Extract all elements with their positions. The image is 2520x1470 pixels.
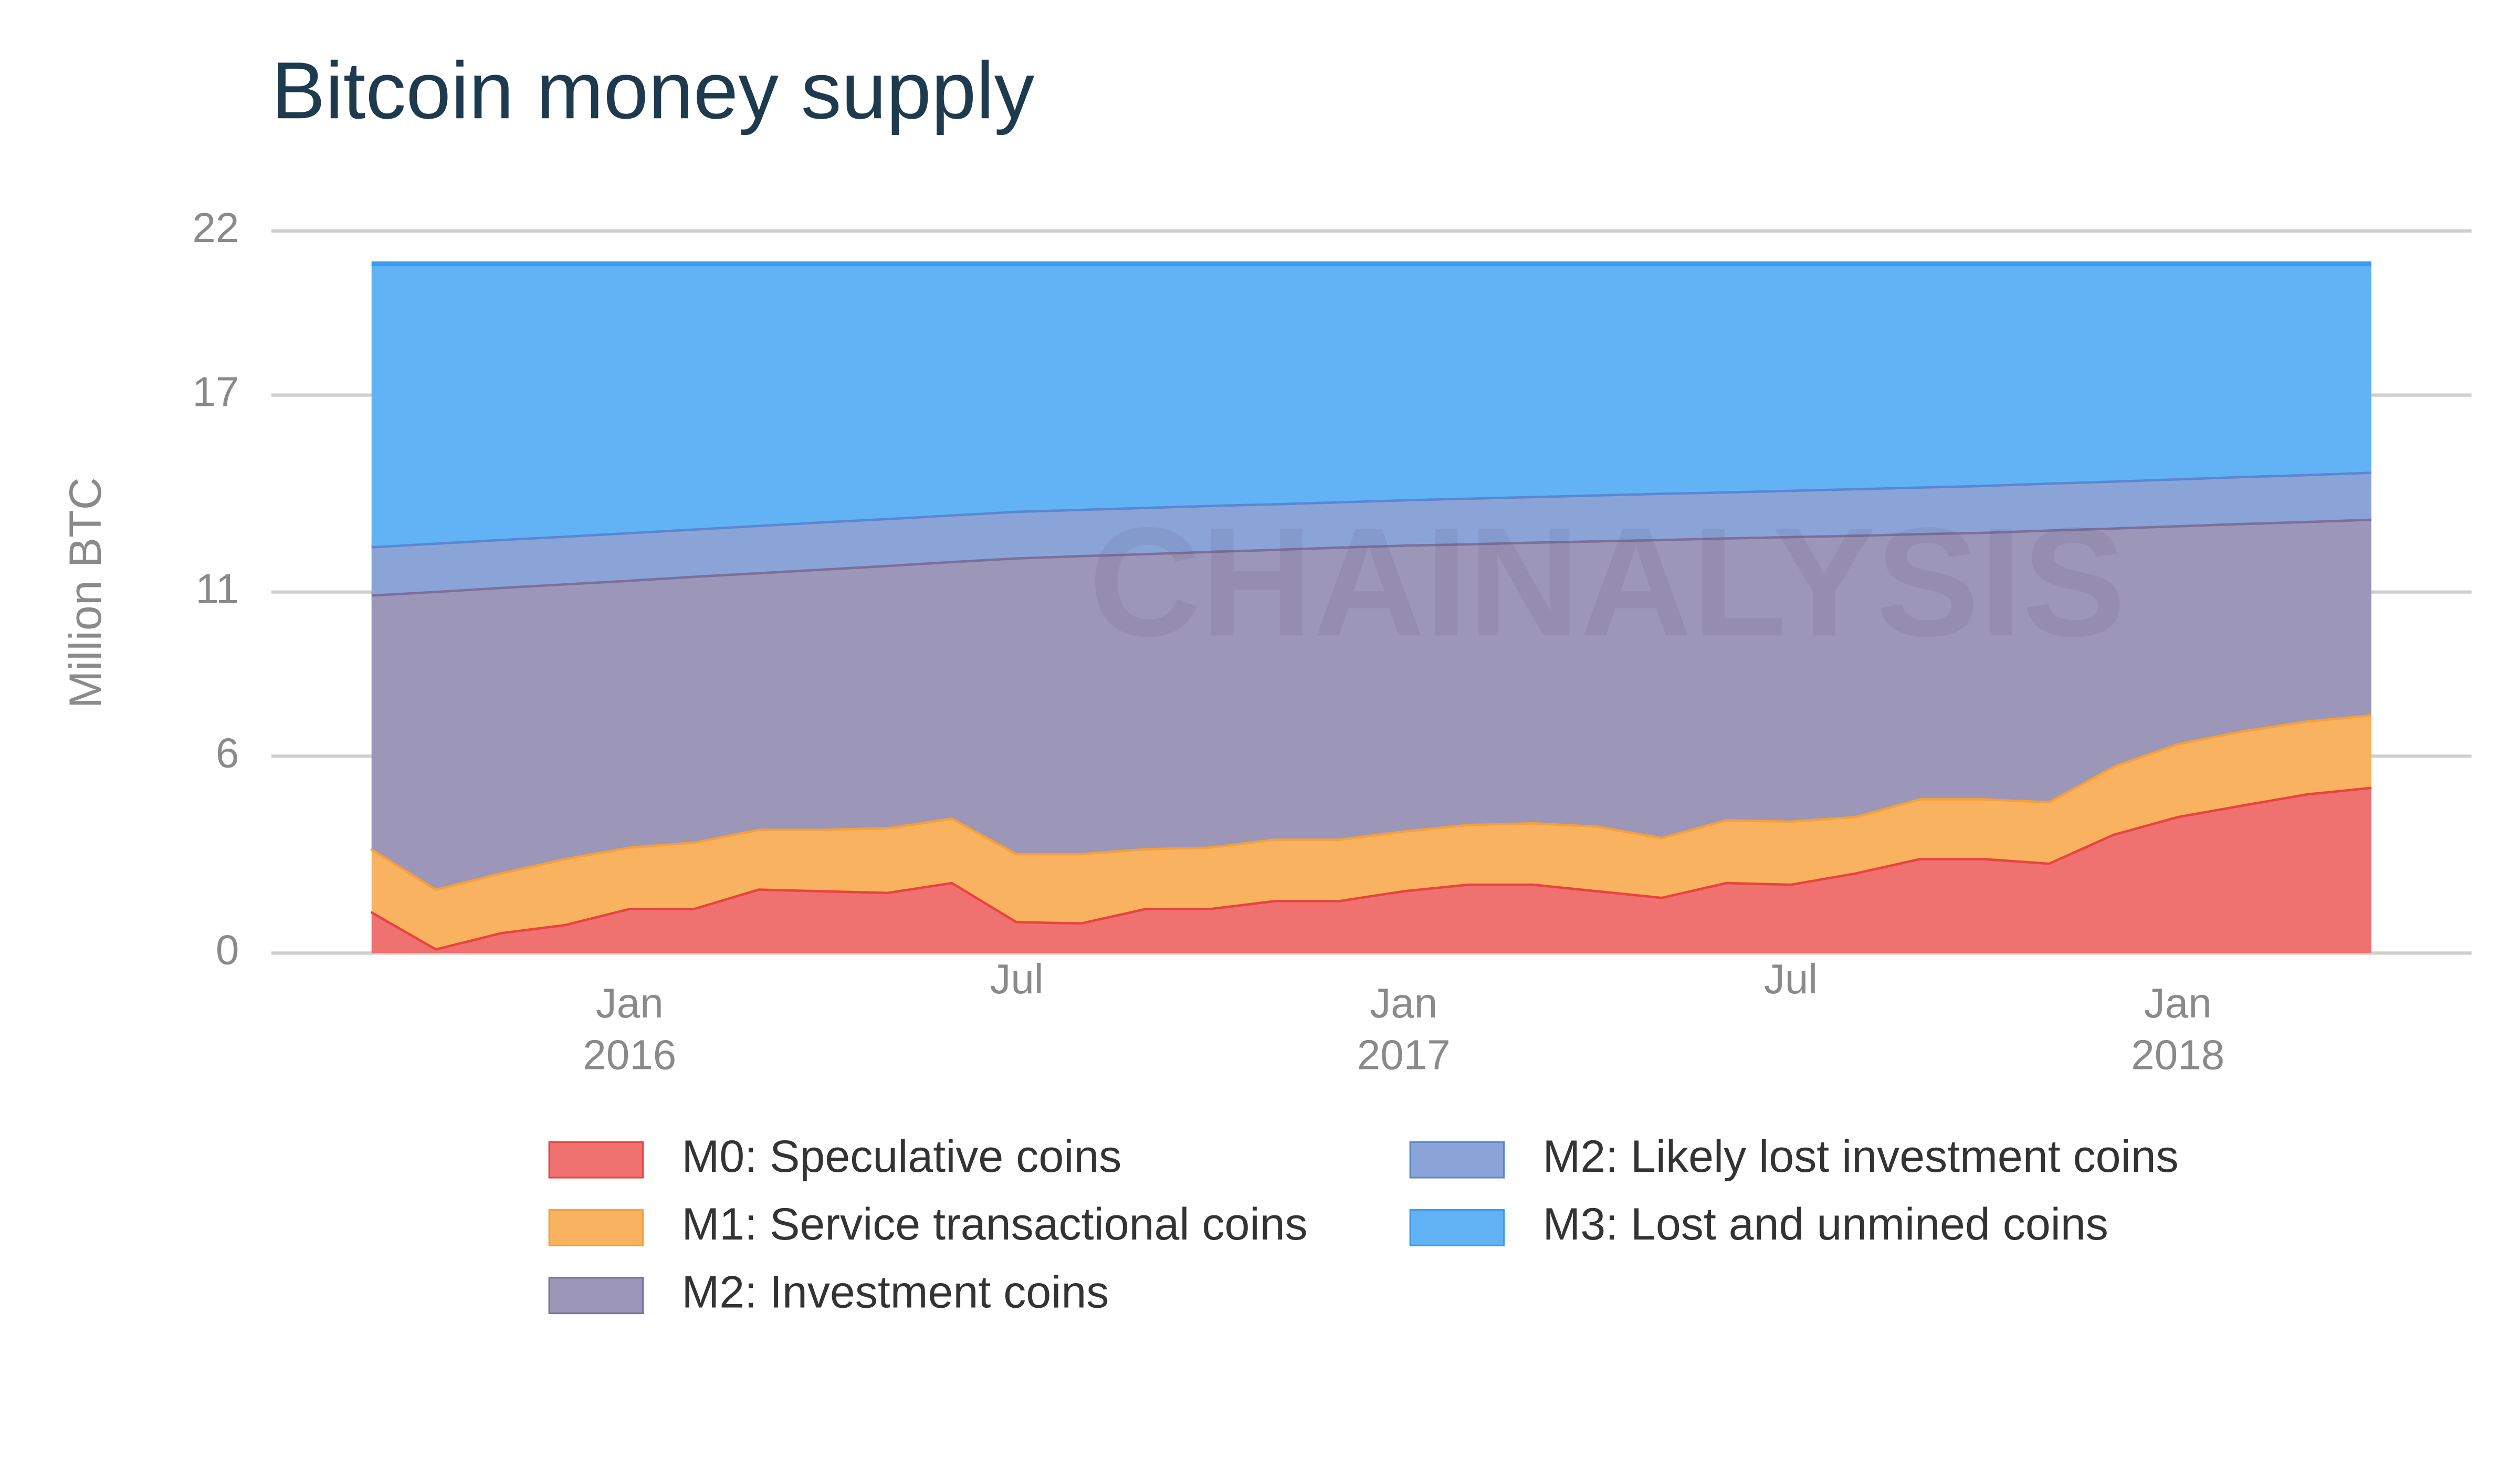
- y-tick-label: 6: [216, 729, 239, 776]
- area: [371, 714, 2371, 949]
- legend-swatch: [1409, 1209, 1505, 1246]
- y-axis-label: Million BTC: [60, 477, 111, 708]
- legend-swatch: [548, 1141, 644, 1179]
- y-tick-label: 17: [192, 369, 239, 415]
- x-tick-label: Jul: [990, 956, 1043, 1002]
- x-tick-label: 2016: [583, 1032, 676, 1078]
- x-tick-label: Jan: [1370, 980, 1437, 1026]
- x-tick-label: Jan: [596, 980, 664, 1026]
- legend-swatch: [1409, 1141, 1505, 1179]
- legend-label: M3: Lost and unmined coins: [1542, 1199, 2108, 1250]
- legend-label: M2: Investment coins: [681, 1267, 1109, 1317]
- legend-label: M2: Likely lost investment coins: [1542, 1131, 2178, 1182]
- x-tick-label: 2018: [2131, 1032, 2224, 1078]
- legend-swatch: [548, 1209, 644, 1246]
- area: [371, 471, 2371, 595]
- y-tick-label: 0: [216, 927, 239, 973]
- x-tick-label: Jul: [1764, 956, 1818, 1002]
- area: [371, 518, 2371, 889]
- watermark: CHAINALYSIS: [1089, 495, 2126, 668]
- legend-swatch: [548, 1277, 644, 1315]
- legend-label: M1: Service transactional coins: [681, 1199, 1307, 1250]
- x-tick-label: Jan: [2144, 980, 2212, 1026]
- y-tick-label: 22: [192, 204, 239, 251]
- x-tick-label: 2017: [1357, 1032, 1451, 1078]
- y-tick-label: 11: [195, 565, 239, 612]
- chart-title: Bitcoin money supply: [271, 45, 1035, 135]
- area: [371, 786, 2371, 953]
- legend-label: M0: Speculative coins: [681, 1131, 1121, 1182]
- area: [371, 264, 2371, 547]
